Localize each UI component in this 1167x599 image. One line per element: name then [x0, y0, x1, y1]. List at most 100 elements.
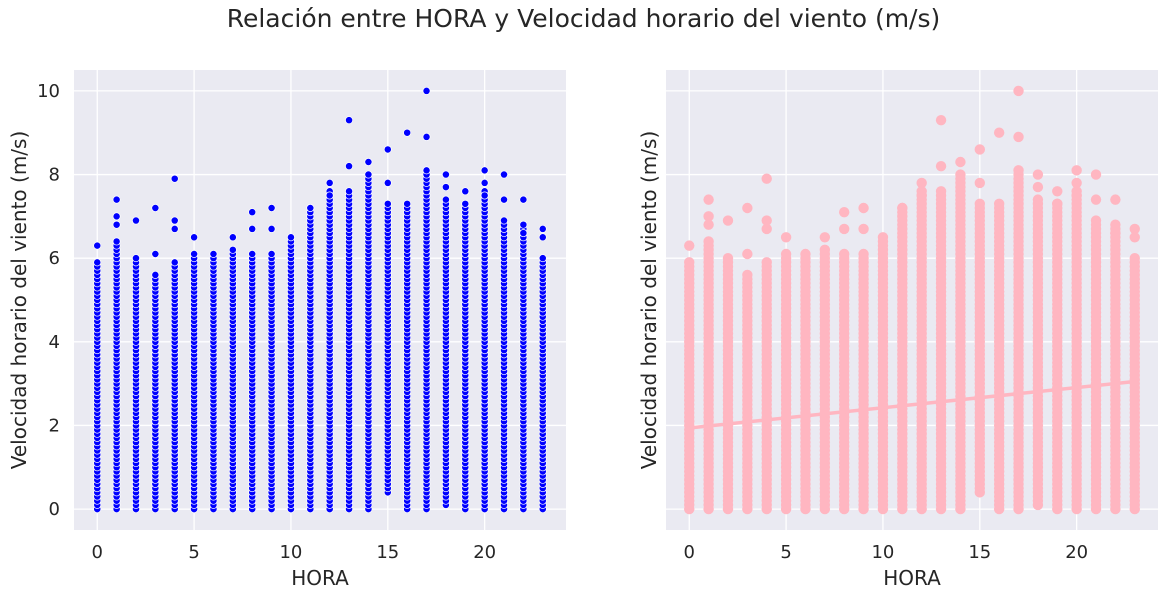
- left-outlier-point: [538, 233, 547, 242]
- left-outlier-point: [345, 116, 354, 125]
- left-point: [500, 216, 508, 225]
- left-point: [422, 166, 431, 175]
- right-outlier-point: [1052, 198, 1063, 210]
- left-outlier-point: [383, 145, 392, 154]
- left-outlier-point: [267, 224, 276, 233]
- left-point: [190, 250, 199, 258]
- right-outlier-point: [1032, 181, 1044, 193]
- right-y-axis-label: Velocidad horario del viento (m/s): [637, 131, 661, 470]
- left-outlier-point: [422, 86, 431, 95]
- left-outlier-point: [500, 195, 508, 204]
- left-outlier-point: [480, 178, 489, 187]
- right-outlier-point: [1032, 169, 1044, 180]
- right-outlier-point: [955, 156, 966, 168]
- left-outlier-point: [267, 204, 276, 212]
- left-point: [170, 258, 179, 267]
- left-outlier-point: [306, 204, 315, 212]
- right-point: [974, 198, 985, 210]
- right-outlier-point: [1110, 194, 1121, 205]
- left-outlier-point: [248, 208, 257, 217]
- left-outlier-point: [151, 204, 160, 212]
- right-outlier-point: [993, 127, 1005, 138]
- right-x-axis-label: HORA: [883, 566, 941, 590]
- left-axes: 0 5 10 15 20 0 2 4 6 8 10 HORA Velocidad horario del…: [7, 70, 566, 590]
- left-point: [519, 220, 528, 229]
- left-outlier-point: [286, 233, 295, 242]
- right-outlier-point: [916, 190, 927, 201]
- left-outlier-point: [480, 166, 489, 175]
- right-axes: 0 5 10 15 20 HORA Velocidad horario del viento…: [637, 70, 1158, 590]
- right-outlier-point: [858, 202, 869, 214]
- left-xtick-label: 5: [188, 542, 199, 563]
- left-outlier-point: [345, 162, 354, 171]
- left-ytick-label: 2: [49, 415, 60, 436]
- right-points: [684, 85, 1140, 515]
- left-outlier-point: [170, 224, 179, 233]
- right-point: [761, 257, 772, 268]
- left-points: [93, 86, 547, 514]
- right-xtick-label: 0: [684, 542, 695, 563]
- left-outlier-point: [325, 191, 334, 200]
- right-outlier-point: [703, 211, 714, 222]
- left-point: [403, 199, 412, 208]
- left-outlier-point: [403, 128, 412, 137]
- left-outlier-point: [325, 178, 334, 187]
- right-plot-background: [666, 70, 1158, 530]
- left-point: [267, 250, 276, 258]
- left-xtick-label: 20: [473, 542, 496, 563]
- left-outlier-point: [112, 212, 121, 221]
- right-point: [993, 198, 1005, 210]
- right-point: [819, 244, 831, 256]
- left-outlier-point: [132, 254, 140, 263]
- right-point: [742, 269, 753, 281]
- left-outlier-point: [422, 132, 431, 141]
- left-outlier-point: [364, 170, 373, 179]
- left-outlier-point: [170, 174, 179, 183]
- right-point: [1013, 165, 1024, 176]
- right-outlier-point: [935, 160, 947, 172]
- right-xtick-label: 10: [871, 542, 894, 563]
- left-x-axis-label: HORA: [291, 566, 349, 590]
- left-outlier-point: [112, 220, 121, 229]
- left-point: [441, 195, 450, 204]
- right-outlier-point: [1013, 85, 1024, 97]
- right-point: [1110, 219, 1121, 230]
- left-point: [248, 250, 257, 258]
- right-outlier-point: [858, 223, 869, 235]
- right-outlier-point: [761, 223, 772, 235]
- left-outlier-point: [383, 178, 392, 187]
- left-outlier-point: [519, 229, 528, 238]
- right-point: [800, 248, 811, 260]
- right-point: [684, 257, 695, 268]
- left-outlier-point: [364, 158, 373, 166]
- left-xtick-label: 15: [376, 542, 399, 563]
- left-outlier-point: [93, 241, 102, 250]
- right-outlier-point: [684, 240, 695, 251]
- right-outlier-point: [1090, 169, 1102, 180]
- left-xtick-label: 10: [279, 542, 302, 563]
- right-outlier-point: [780, 232, 792, 243]
- right-point: [858, 248, 869, 260]
- right-outlier-point: [1129, 232, 1140, 243]
- right-point: [839, 248, 850, 260]
- right-outlier-point: [974, 144, 985, 155]
- right-outlier-point: [839, 223, 850, 235]
- right-outlier-point: [703, 194, 714, 205]
- right-outlier-point: [1071, 165, 1082, 176]
- left-outlier-point: [441, 183, 450, 192]
- left-outlier-point: [132, 216, 140, 225]
- right-outlier-point: [722, 215, 734, 226]
- right-point: [1090, 215, 1102, 226]
- left-outlier-point: [170, 216, 179, 225]
- right-xtick-label: 15: [968, 542, 991, 563]
- right-outlier-point: [935, 114, 947, 126]
- right-point: [703, 236, 714, 247]
- right-point: [1032, 194, 1044, 205]
- left-point: [345, 187, 354, 196]
- right-outlier-point: [1129, 223, 1140, 235]
- right-outlier-point: [742, 202, 753, 214]
- left-point: [228, 245, 237, 254]
- left-outlier-point: [461, 187, 470, 196]
- left-ytick-label: 6: [49, 248, 60, 269]
